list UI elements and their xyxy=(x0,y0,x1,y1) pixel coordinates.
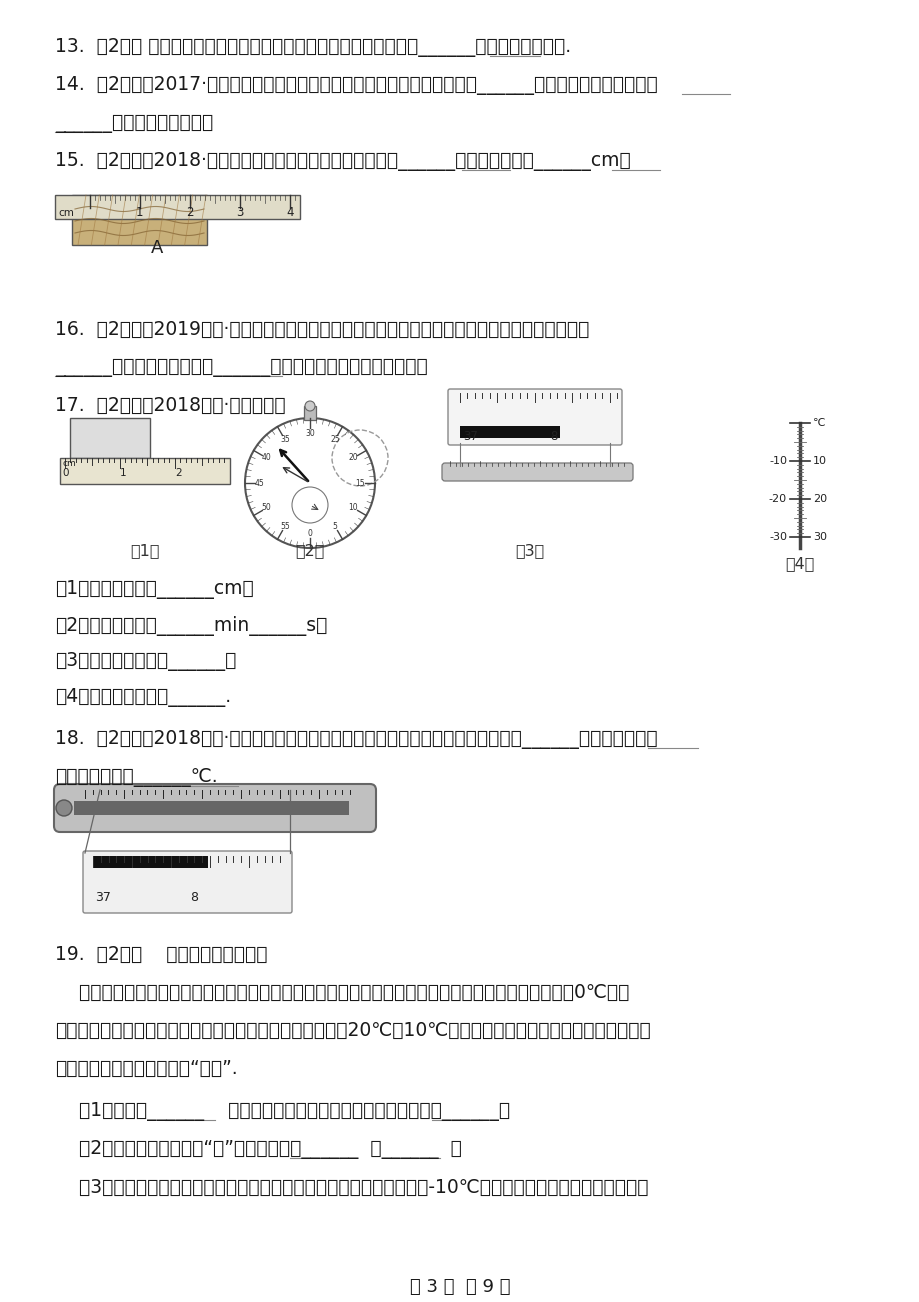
Text: 15: 15 xyxy=(355,479,365,487)
Text: 15.  （2分）（2018·临淤模拟）图中，所用刻度尺的分度值______，物体的长度是______cm；: 15. （2分）（2018·临淤模拟）图中，所用刻度尺的分度值______，物体… xyxy=(55,152,630,171)
Text: 37: 37 xyxy=(462,430,477,443)
Text: 30: 30 xyxy=(812,533,826,542)
Text: 0: 0 xyxy=(307,529,312,538)
Text: 10: 10 xyxy=(348,504,357,513)
FancyBboxPatch shape xyxy=(54,784,376,832)
FancyBboxPatch shape xyxy=(448,389,621,445)
Bar xyxy=(460,426,560,437)
Bar xyxy=(70,418,150,458)
Text: 坏了，农民们称这种情况为“黑霜”.: 坏了，农民们称这种情况为“黑霜”. xyxy=(55,1059,237,1078)
Text: 8: 8 xyxy=(190,891,198,904)
Text: 17.  （2劆）（2018八上·郑州月考）: 17. （2劆）（2018八上·郑州月考） xyxy=(55,396,285,415)
Bar xyxy=(55,195,300,219)
Text: 1: 1 xyxy=(136,206,143,219)
Text: 该体温计读数是______℃.: 该体温计读数是______℃. xyxy=(55,768,218,786)
Text: ______传播到我们耳中的。: ______传播到我们耳中的。 xyxy=(55,115,213,133)
FancyBboxPatch shape xyxy=(441,464,632,480)
Text: 4: 4 xyxy=(286,206,293,219)
Text: （1）物体的宽度是______cm；: （1）物体的宽度是______cm； xyxy=(55,579,254,599)
Text: 有霜的季节，农作物常被冻坏，这就是人们常说的遇到霜冻，实际上，农作物不是因为霜而受冻的，0℃以下: 有霜的季节，农作物常被冻坏，这就是人们常说的遇到霜冻，实际上，农作物不是因为霜而… xyxy=(55,983,629,1003)
Text: 25: 25 xyxy=(330,435,339,444)
Text: （4）温度计的示数是______.: （4）温度计的示数是______. xyxy=(55,687,231,707)
Text: 1: 1 xyxy=(119,467,127,478)
Text: 0: 0 xyxy=(62,467,68,478)
Text: A: A xyxy=(151,240,164,256)
Text: 14.  （2分）（2017·江阴模拟）小明在表演二胡时，用弓拉动琴弦，使琴弦______发声；二胡的声音是通过: 14. （2分）（2017·江阴模拟）小明在表演二胡时，用弓拉动琴弦，使琴弦__… xyxy=(55,76,657,95)
Text: 的低气温才是真正的凶手。当空气干燥时，即使温度降低到20℃～10℃，也不会出现霜，但此时农作物早就被冻: 的低气温才是真正的凶手。当空气干燥时，即使温度降低到20℃～10℃，也不会出现霜… xyxy=(55,1021,650,1040)
Text: 35: 35 xyxy=(279,435,289,444)
Text: （2）: （2） xyxy=(295,543,324,559)
Text: 18.  （2分）（2018八上·新吴期中）如图是生活中常用的体温计，它是根据测温液体______的性质制成的，: 18. （2分）（2018八上·新吴期中）如图是生活中常用的体温计，它是根据测温… xyxy=(55,730,657,749)
Text: 20: 20 xyxy=(812,493,826,504)
Text: （3）: （3） xyxy=(515,543,544,559)
Text: 第 3 页  共 9 页: 第 3 页 共 9 页 xyxy=(409,1279,510,1295)
Text: cm: cm xyxy=(62,460,76,467)
Text: （1）: （1） xyxy=(130,543,160,559)
Text: -30: -30 xyxy=(768,533,786,542)
Bar xyxy=(303,406,315,421)
Bar xyxy=(60,458,230,484)
Text: 19.  （2分）    阅读短文，回答问题: 19. （2分） 阅读短文，回答问题 xyxy=(55,945,267,963)
Bar xyxy=(72,195,207,245)
Text: （1）霜是由______    直接变为小冰晶形成的，对应的物态变化是______。: （1）霜是由______ 直接变为小冰晶形成的，对应的物态变化是______。 xyxy=(55,1101,509,1121)
Text: 50: 50 xyxy=(262,504,271,513)
Text: 30: 30 xyxy=(305,428,314,437)
Text: （2）小红由短文猜想：“霜”形成的条件是______  和______  。: （2）小红由短文猜想：“霜”形成的条件是______ 和______ 。 xyxy=(55,1141,461,1159)
Text: 10: 10 xyxy=(812,456,826,466)
Text: 16.  （2分）（2019九上·百色期末）教室里的日光灯用久了，灯管两端会变黑，原因是鸨丝先发生: 16. （2分）（2019九上·百色期末）教室里的日光灯用久了，灯管两端会变黑，… xyxy=(55,320,589,339)
Text: 37: 37 xyxy=(95,891,111,904)
Text: 55: 55 xyxy=(279,522,289,531)
Text: 2: 2 xyxy=(186,206,193,219)
Text: 40: 40 xyxy=(262,453,271,462)
Text: 5: 5 xyxy=(332,522,337,531)
Bar xyxy=(93,855,208,868)
Text: （3）体温计的读数是______；: （3）体温计的读数是______； xyxy=(55,652,236,671)
Text: 8: 8 xyxy=(550,430,557,443)
Text: -20: -20 xyxy=(768,493,786,504)
Text: ______，然后在灯管壁发生______的缘故。（两空均填物态变化）: ______，然后在灯管壁发生______的缘故。（两空均填物态变化） xyxy=(55,358,427,378)
Text: -10: -10 xyxy=(768,456,786,466)
Text: （2）停表的读数是______min______s；: （2）停表的读数是______min______s； xyxy=(55,616,327,635)
Circle shape xyxy=(56,799,72,816)
FancyBboxPatch shape xyxy=(83,852,291,913)
Bar xyxy=(74,801,348,815)
Text: 20: 20 xyxy=(348,453,357,462)
Text: cm: cm xyxy=(58,208,74,217)
Text: 3: 3 xyxy=(236,206,244,219)
Text: 13.  （2分） 可以利用超声波清洗精细的机械，是因为超声波产生的______比可闻声更加强烈.: 13. （2分） 可以利用超声波清洗精细的机械，是因为超声波产生的______比… xyxy=(55,38,571,57)
Text: （4）: （4） xyxy=(785,556,814,572)
Text: 2: 2 xyxy=(175,467,181,478)
Circle shape xyxy=(305,401,314,411)
Text: （3）小明为了验证小红的上述猜想，做了如下实验：从冰笱取出一些-10℃的冰块，放在不锈锤杯子里，一段: （3）小明为了验证小红的上述猜想，做了如下实验：从冰笱取出一些-10℃的冰块，放… xyxy=(55,1178,648,1197)
Text: ℃: ℃ xyxy=(812,418,824,428)
Text: 45: 45 xyxy=(255,479,265,487)
